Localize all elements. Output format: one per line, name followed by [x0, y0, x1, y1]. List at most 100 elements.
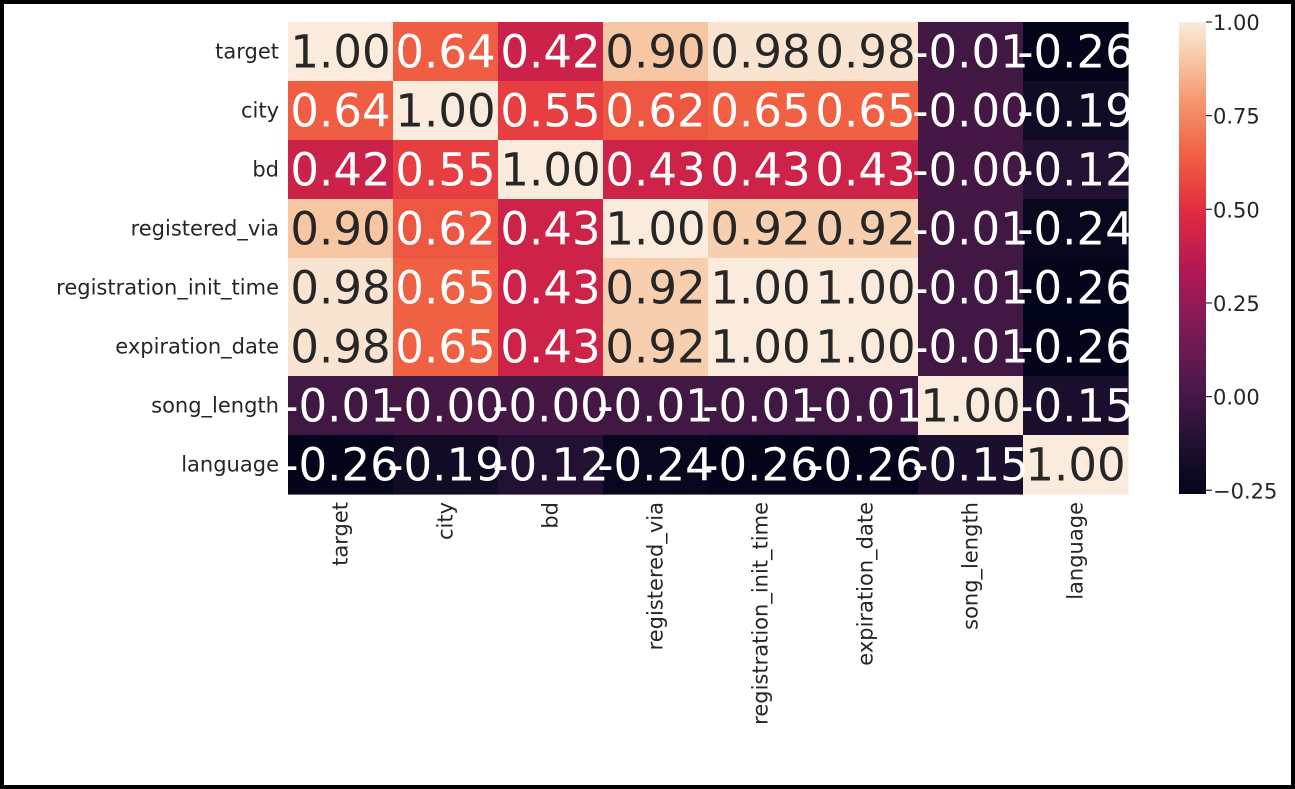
heatmap-cell	[498, 258, 604, 318]
cell-value-label: -0.01	[282, 380, 398, 433]
cell-value-label: 0.98	[290, 321, 390, 374]
heatmap-cell	[603, 22, 709, 82]
heatmap-cell	[393, 258, 499, 318]
heatmap-cell	[393, 199, 499, 259]
heatmap-cell	[393, 81, 499, 141]
cell-value-label: -0.00	[387, 380, 503, 433]
heatmap-cell	[288, 258, 394, 318]
heatmap-cell	[1023, 317, 1129, 377]
heatmap-cell	[1023, 199, 1129, 259]
cell-value-label: -0.12	[492, 439, 608, 492]
y-tick-label: registration_init_time	[56, 276, 279, 301]
cell-value-label: -0.15	[1017, 380, 1133, 433]
cell-value-label: -0.01	[912, 26, 1028, 79]
heatmap-cell	[288, 81, 394, 141]
cell-value-label: 0.98	[290, 262, 390, 315]
x-tick-label: song_length	[959, 502, 984, 630]
heatmap-cell	[1023, 140, 1129, 200]
cell-value-label: 0.65	[395, 321, 495, 374]
cell-value-label: -0.01	[912, 321, 1028, 374]
colorbar-tick-label: 0.25	[1213, 292, 1260, 316]
heatmap-cell	[498, 435, 604, 495]
heatmap-cell	[813, 22, 919, 82]
heatmap-cell	[918, 22, 1024, 82]
heatmap-cell	[918, 435, 1024, 495]
cell-value-label: 0.42	[500, 26, 600, 79]
heatmap-cell	[1023, 22, 1129, 82]
heatmap-cell	[918, 376, 1024, 436]
cell-value-label: -0.19	[1017, 85, 1133, 138]
cell-value-label: 1.00	[605, 203, 705, 256]
heatmap-cell	[1023, 258, 1129, 318]
heatmap-chart: 1.00 0.64 0.42 0.90 0.98 0.98-0.01-0.260.64 1.…	[56, 11, 1277, 725]
cell-value-label: 0.92	[605, 262, 705, 315]
cell-value-label: 1.00	[710, 262, 810, 315]
heatmap-cell	[708, 317, 814, 377]
heatmap-cell	[498, 81, 604, 141]
heatmap-cell	[1023, 376, 1129, 436]
heatmap-cell	[498, 376, 604, 436]
cell-value-label: 0.43	[500, 203, 600, 256]
cell-value-label: -0.01	[807, 380, 923, 433]
colorbar-tick-label: 0.50	[1213, 198, 1260, 222]
heatmap-cell	[1023, 81, 1129, 141]
x-tick-label: registered_via	[644, 502, 669, 650]
heatmap-cell	[288, 140, 394, 200]
y-tick-label: language	[181, 453, 279, 477]
y-tick-label: expiration_date	[115, 335, 279, 360]
y-tick-label: city	[241, 99, 279, 123]
heatmap-cell	[813, 258, 919, 318]
y-tick-label: target	[215, 40, 279, 64]
heatmap-cell	[813, 81, 919, 141]
cell-value-label: 0.62	[395, 203, 495, 256]
colorbar-tick-label: 0.75	[1213, 105, 1260, 129]
heatmap-cell	[918, 317, 1024, 377]
cell-value-label: 0.64	[395, 26, 495, 79]
cell-value-label: 0.90	[290, 203, 390, 256]
cell-value-label: -0.01	[912, 203, 1028, 256]
cell-value-label: 0.55	[395, 144, 495, 197]
x-tick-label: city	[434, 502, 458, 540]
cell-value-label: 0.62	[605, 85, 705, 138]
heatmap-cell	[708, 435, 814, 495]
cell-value-label: -0.26	[1017, 262, 1133, 315]
heatmap-cell	[603, 258, 709, 318]
cell-value-label: 1.00	[500, 144, 600, 197]
cell-annotations: 1.00 0.64 0.42 0.90 0.98 0.98-0.01-0.260.64 1.…	[282, 26, 1133, 492]
cell-value-label: 0.90	[605, 26, 705, 79]
cell-value-label: 1.00	[710, 321, 810, 374]
cell-value-label: 1.00	[395, 85, 495, 138]
cell-value-label: -0.01	[597, 380, 713, 433]
cell-value-label: -0.00	[912, 144, 1028, 197]
heatmap-cell	[603, 199, 709, 259]
x-tick-label: registration_init_time	[749, 502, 774, 725]
cell-value-label: 1.00	[920, 380, 1020, 433]
heatmap-cell	[708, 199, 814, 259]
heatmap-cell	[603, 435, 709, 495]
heatmap-cell	[288, 199, 394, 259]
heatmap-cell	[393, 140, 499, 200]
cell-value-label: 0.65	[395, 262, 495, 315]
cell-value-label: 1.00	[815, 321, 915, 374]
heatmap-cell	[393, 317, 499, 377]
x-tick-label: language	[1064, 502, 1088, 600]
y-axis: target city bd registered_via registration_i…	[56, 40, 279, 477]
cell-value-label: -0.12	[1017, 144, 1133, 197]
heatmap-cell	[603, 81, 709, 141]
cell-value-label: 0.64	[290, 85, 390, 138]
x-tick-label: target	[329, 502, 353, 566]
cell-value-label: -0.01	[702, 380, 818, 433]
heatmap-cell	[708, 376, 814, 436]
cell-value-label: -0.00	[912, 85, 1028, 138]
cell-value-label: 1.00	[1025, 439, 1125, 492]
cell-value-label: -0.26	[1017, 26, 1133, 79]
heatmap-cell	[498, 22, 604, 82]
cell-value-label: -0.26	[807, 439, 923, 492]
y-tick-label: registered_via	[131, 217, 279, 242]
heatmap-cell	[813, 435, 919, 495]
cell-value-label: -0.01	[912, 262, 1028, 315]
cell-value-label: 0.55	[500, 85, 600, 138]
heatmap-cell	[708, 22, 814, 82]
heatmap-cell	[708, 258, 814, 318]
cell-value-label: 0.65	[710, 85, 810, 138]
